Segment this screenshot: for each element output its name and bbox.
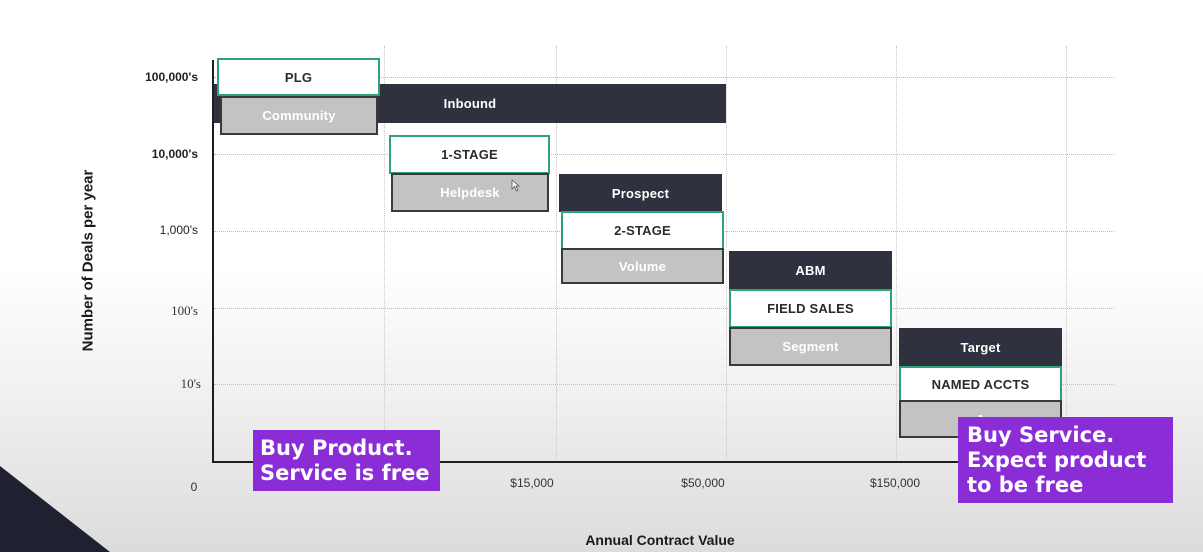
gridline-10000 xyxy=(214,154,1114,155)
callout-buy-product: Buy Product. Service is free xyxy=(253,430,440,491)
x-tick-label: 0 xyxy=(190,480,198,494)
gridline-10 xyxy=(214,384,1114,385)
mouse-cursor-icon xyxy=(511,179,520,192)
y-axis-title: Number of Deals per year xyxy=(79,169,97,352)
callout-left-line: Buy Product. xyxy=(260,436,413,460)
box-helpdesk-label: Helpdesk xyxy=(440,185,500,200)
callout-left-line: Service is free xyxy=(260,461,430,485)
box-community: Community xyxy=(220,96,378,135)
box-target-label: Target xyxy=(960,340,1001,355)
vgridline-4 xyxy=(896,46,897,462)
corner-decoration xyxy=(0,466,110,552)
box-helpdesk: Helpdesk xyxy=(391,173,549,212)
box-plg-label: PLG xyxy=(284,69,313,85)
box-2-stage-label: 2-STAGE xyxy=(614,223,671,238)
box-named-accts-label: NAMED ACCTS xyxy=(931,377,1030,392)
box-target: Target xyxy=(899,328,1062,367)
box-community-label: Community xyxy=(262,108,336,123)
box-1-stage: 1-STAGE xyxy=(389,135,550,174)
callout-right-line: Buy Service. xyxy=(967,423,1115,447)
box-field-sales-label: FIELD SALES xyxy=(767,301,854,316)
box-plg: PLG xyxy=(217,58,380,96)
callout-right-line: Expect product xyxy=(967,448,1147,472)
x-tick-label: $150,000 xyxy=(869,476,921,490)
box-named-accts: NAMED ACCTS xyxy=(899,366,1062,403)
box-abm-label: ABM xyxy=(795,263,826,278)
box-volume-label: Volume xyxy=(618,258,667,274)
vgridline-1 xyxy=(384,46,385,462)
vgridline-5 xyxy=(1066,46,1067,462)
callout-buy-service: Buy Service. Expect product to be free xyxy=(958,417,1173,503)
box-inbound-label: Inbound xyxy=(443,96,497,111)
y-tick-label: 10's xyxy=(180,376,201,391)
box-prospect-label: Prospect xyxy=(611,185,670,201)
gridline-100000 xyxy=(214,77,1114,78)
y-axis-line xyxy=(212,60,214,462)
box-segment-label: Segment xyxy=(782,339,839,354)
gridline-100 xyxy=(214,308,1114,309)
y-tick-label: 10,000's xyxy=(151,147,198,161)
x-tick-label: $15,000 xyxy=(510,476,554,490)
box-2-stage: 2-STAGE xyxy=(561,211,724,250)
box-prospect: Prospect xyxy=(559,174,722,212)
box-abm: ABM xyxy=(729,251,892,290)
y-tick-label: 100's xyxy=(171,303,198,318)
y-tick-label: 1,000's xyxy=(159,223,198,237)
x-axis-line xyxy=(212,461,1032,463)
y-tick-label: 100,000's xyxy=(145,70,198,84)
x-axis-title: Annual Contract Value xyxy=(585,532,735,548)
vgridline-2 xyxy=(556,46,557,462)
box-field-sales: FIELD SALES xyxy=(729,289,892,328)
box-volume: Volume xyxy=(561,248,724,284)
x-tick-label: $50,000 xyxy=(681,476,725,490)
box-1-stage-label: 1-STAGE xyxy=(441,147,498,162)
box-segment: Segment xyxy=(729,327,892,366)
callout-right-line: to be free xyxy=(967,473,1084,497)
vgridline-3 xyxy=(726,46,727,462)
